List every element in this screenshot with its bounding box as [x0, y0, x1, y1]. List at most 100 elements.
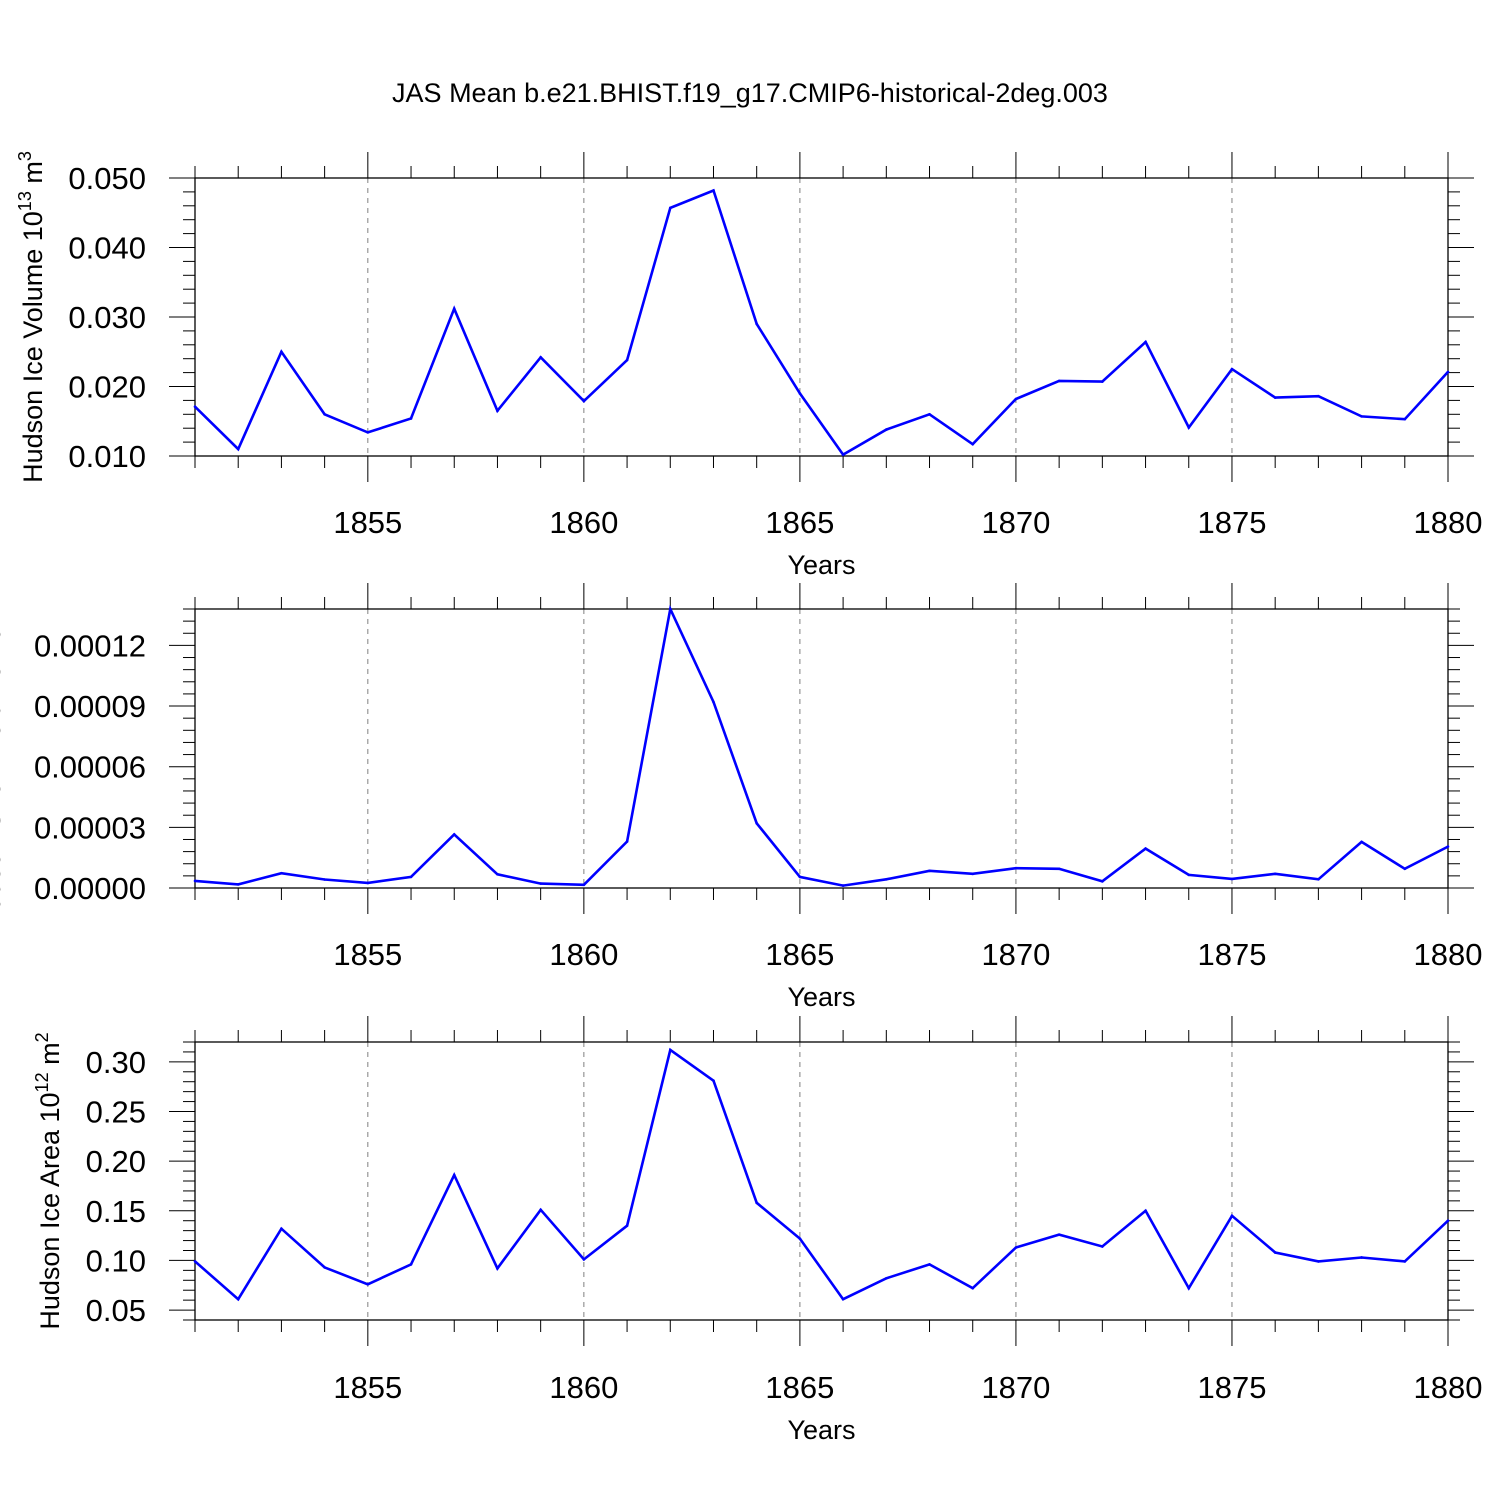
- data-point: [1317, 394, 1320, 398]
- y-tick-label: 0.05: [86, 1293, 146, 1328]
- data-point: [1230, 877, 1234, 881]
- y-tick-label: 0.010: [68, 439, 146, 474]
- data-point: [1144, 1209, 1147, 1213]
- data-point: [452, 1173, 456, 1177]
- data-point: [1446, 370, 1450, 374]
- data-point: [1014, 1246, 1018, 1249]
- data-point: [193, 1260, 197, 1263]
- data-point: [366, 881, 370, 885]
- y-tick-label: 0.00009: [34, 689, 146, 724]
- data-point: [755, 1201, 758, 1205]
- plot-frame: [194, 177, 1449, 457]
- data-point: [1187, 873, 1191, 877]
- data-point: [539, 1208, 542, 1212]
- plot-frame: [194, 608, 1449, 889]
- x-tick-label: 1860: [549, 505, 618, 540]
- panel-3: 0.05 0.10 0.15 0.20 0.25 0.30 1855 1860 1865 1870…: [32, 1016, 1482, 1445]
- data-point: [928, 869, 931, 873]
- data-point: [1230, 367, 1234, 371]
- x-tick-label: 1870: [981, 937, 1050, 972]
- data-point: [323, 413, 326, 416]
- data-point: [323, 1266, 326, 1269]
- data-point: [1446, 1219, 1450, 1223]
- data-point: [582, 883, 586, 887]
- data-point: [885, 428, 888, 431]
- series-line: [194, 604, 1449, 887]
- x-tick-label: 1870: [981, 505, 1050, 540]
- data-point: [798, 1237, 802, 1240]
- data-point: [625, 840, 629, 843]
- panel-2: 0.00000 0.00003 0.00006 0.00009 0.00012 1855 1…: [0, 567, 1483, 1012]
- data-point: [841, 884, 845, 887]
- x-axis-title: Years: [787, 1415, 855, 1445]
- data-point: [280, 871, 283, 875]
- y-tick-label: 0.30: [86, 1045, 146, 1080]
- data-point: [452, 833, 456, 836]
- data-point: [928, 1263, 931, 1266]
- y-tick-label: 0.050: [68, 161, 146, 196]
- x-tick-label: 1875: [1197, 937, 1266, 972]
- data-point: [1101, 380, 1104, 383]
- y-axis-title: Hudson Snow Volume 1013 m3: [0, 567, 6, 930]
- data-point: [1101, 880, 1104, 883]
- x-tick-label: 1880: [1414, 505, 1483, 540]
- data-point: [1273, 872, 1277, 876]
- data-point: [366, 1282, 370, 1286]
- data-point: [885, 1277, 888, 1280]
- data-point: [496, 409, 499, 413]
- data-point: [971, 1286, 975, 1290]
- data-point: [1317, 878, 1320, 881]
- y-tick-label: 0.00003: [34, 810, 146, 845]
- data-point: [971, 442, 975, 446]
- data-point: [280, 350, 283, 354]
- data-point: [668, 206, 672, 210]
- data-point: [1014, 397, 1018, 401]
- data-point: [1273, 396, 1277, 399]
- data-point: [1403, 417, 1407, 421]
- x-axis-title: Years: [787, 550, 855, 580]
- data-point: [712, 189, 715, 192]
- data-point: [712, 1079, 715, 1083]
- y-tick-label: 0.030: [68, 300, 146, 335]
- data-point: [1101, 1245, 1104, 1248]
- data-point: [1057, 867, 1061, 871]
- data-point: [885, 878, 888, 881]
- data-point: [1144, 340, 1147, 344]
- x-tick-label: 1865: [765, 937, 834, 972]
- data-point: [409, 417, 413, 420]
- data-point: [1446, 845, 1450, 848]
- y-axis-title: Hudson Ice Area 1012 m2: [32, 1032, 65, 1329]
- data-point: [452, 307, 456, 310]
- y-tick-label: 0.00000: [34, 871, 146, 906]
- x-tick-label: 1865: [765, 1370, 834, 1405]
- data-point: [755, 822, 758, 825]
- data-point: [841, 453, 845, 456]
- data-point: [712, 700, 715, 704]
- x-axis-title: Years: [787, 982, 855, 1012]
- series-line: [194, 1047, 1449, 1302]
- x-tick-label: 1855: [333, 937, 402, 972]
- y-tick-label: 0.20: [86, 1144, 146, 1179]
- y-tick-label: 0.25: [86, 1095, 146, 1130]
- data-point: [582, 399, 586, 403]
- data-point: [928, 413, 931, 416]
- y-tick-label: 0.020: [68, 370, 146, 405]
- x-tick-label: 1880: [1414, 1370, 1483, 1405]
- y-tick-label: 0.15: [86, 1194, 146, 1229]
- data-point: [798, 875, 802, 879]
- x-tick-label: 1880: [1414, 937, 1483, 972]
- data-point: [625, 358, 629, 362]
- data-point: [409, 875, 413, 879]
- data-point: [193, 879, 197, 883]
- data-point: [798, 392, 802, 395]
- x-tick-label: 1855: [333, 1370, 402, 1405]
- data-point: [1014, 866, 1018, 870]
- data-point: [1403, 1260, 1407, 1263]
- data-point: [236, 447, 240, 451]
- data-point: [366, 431, 370, 434]
- data-point: [539, 356, 542, 359]
- data-point: [841, 1297, 845, 1301]
- y-tick-label: 0.00006: [34, 750, 146, 785]
- data-point: [1360, 1256, 1363, 1259]
- data-point: [625, 1224, 629, 1227]
